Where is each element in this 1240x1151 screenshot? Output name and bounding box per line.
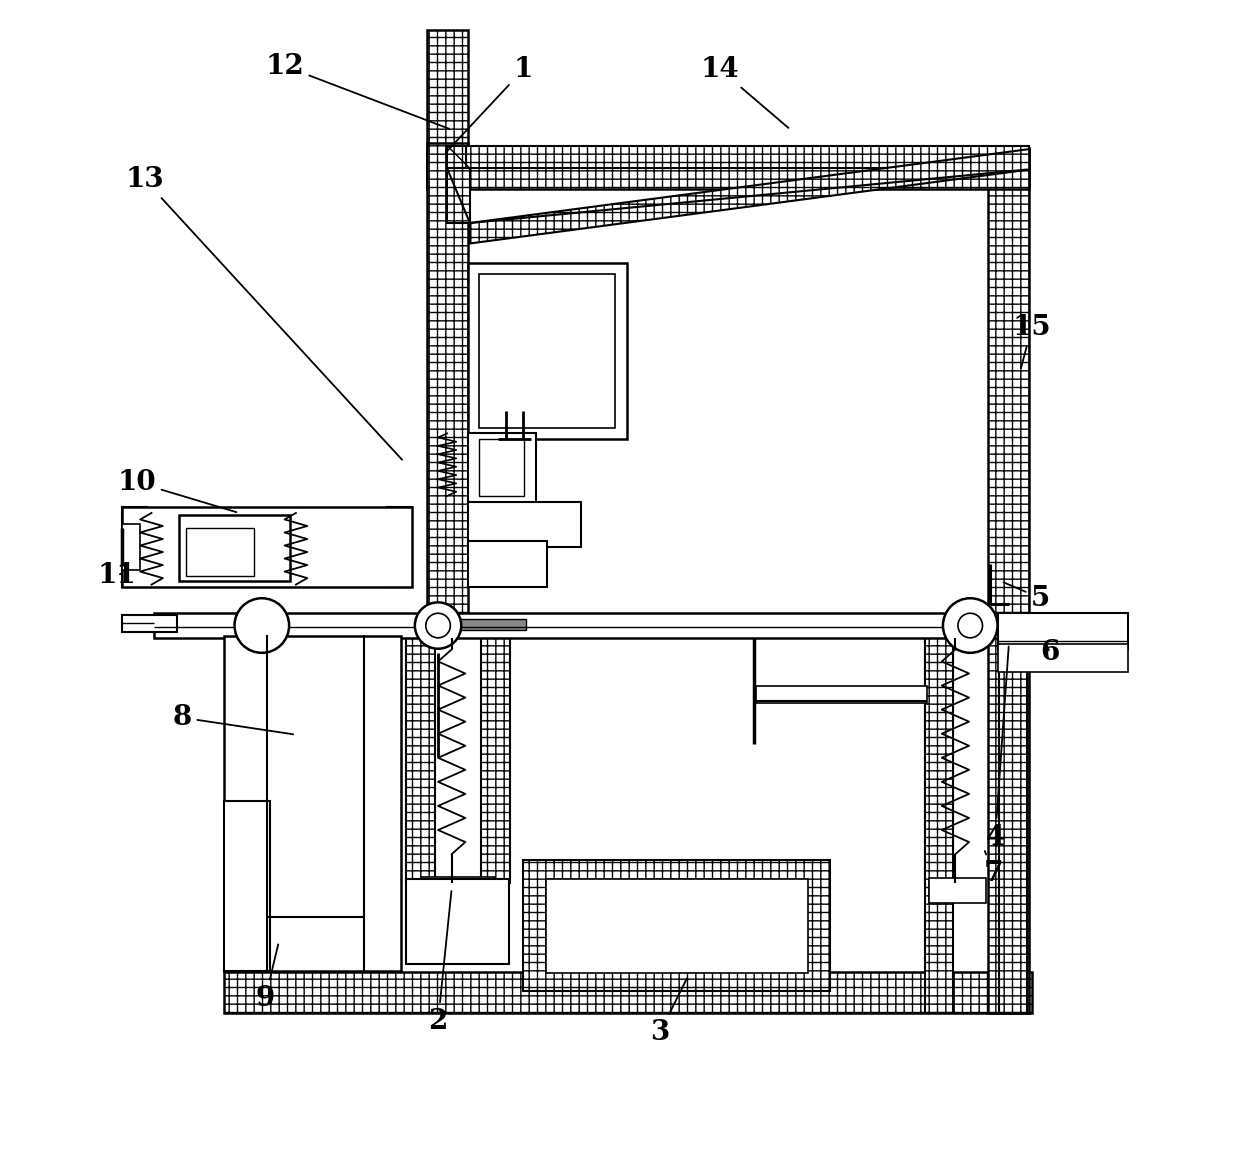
Bar [467,541,547,587]
Bar [523,860,831,991]
Circle shape [942,599,997,653]
Bar [179,516,290,581]
Bar [998,616,1027,1013]
Circle shape [959,613,982,638]
Bar [224,801,270,971]
Bar [122,508,148,587]
Bar [186,528,254,576]
Bar [427,30,467,189]
Bar [407,879,508,965]
Bar [387,508,412,587]
Bar [154,613,997,638]
Text: 1: 1 [445,56,533,153]
Bar [997,643,1128,672]
Text: 14: 14 [701,56,789,128]
Text: 3: 3 [650,978,687,1046]
Text: 4: 4 [986,647,1008,851]
Text: 6: 6 [1040,639,1059,666]
Circle shape [415,602,461,649]
Text: 5: 5 [1003,582,1050,611]
Bar [925,638,954,883]
Bar [427,148,1029,189]
Bar [481,638,510,883]
Bar [467,262,627,439]
Polygon shape [466,146,1029,168]
Bar [998,638,1027,883]
Polygon shape [448,146,466,168]
Bar [427,144,467,632]
Bar [988,150,1029,1013]
Bar [756,686,928,703]
Polygon shape [448,168,470,223]
Text: 7: 7 [983,851,1003,887]
Text: 2: 2 [428,891,451,1035]
Text: 13: 13 [125,166,402,459]
Circle shape [425,613,450,638]
Bar [925,616,954,1013]
Text: 15: 15 [1012,314,1052,368]
Bar [122,508,412,587]
Polygon shape [470,150,1029,244]
Bar [224,973,1032,1013]
Bar [546,879,807,974]
Bar [407,638,435,883]
Bar [929,878,986,904]
Bar [422,877,495,906]
Text: 11: 11 [98,562,136,589]
Text: 8: 8 [172,704,293,734]
Text: 12: 12 [265,53,449,129]
Bar [122,616,176,632]
Bar [997,613,1128,649]
Text: 9: 9 [255,944,278,1012]
Bar [122,525,140,570]
Bar [479,274,615,428]
Bar [224,635,401,971]
Bar [467,502,582,547]
Bar [451,619,526,630]
Text: 10: 10 [118,468,237,512]
Bar [467,434,536,508]
Circle shape [234,599,289,653]
Bar [479,439,525,496]
